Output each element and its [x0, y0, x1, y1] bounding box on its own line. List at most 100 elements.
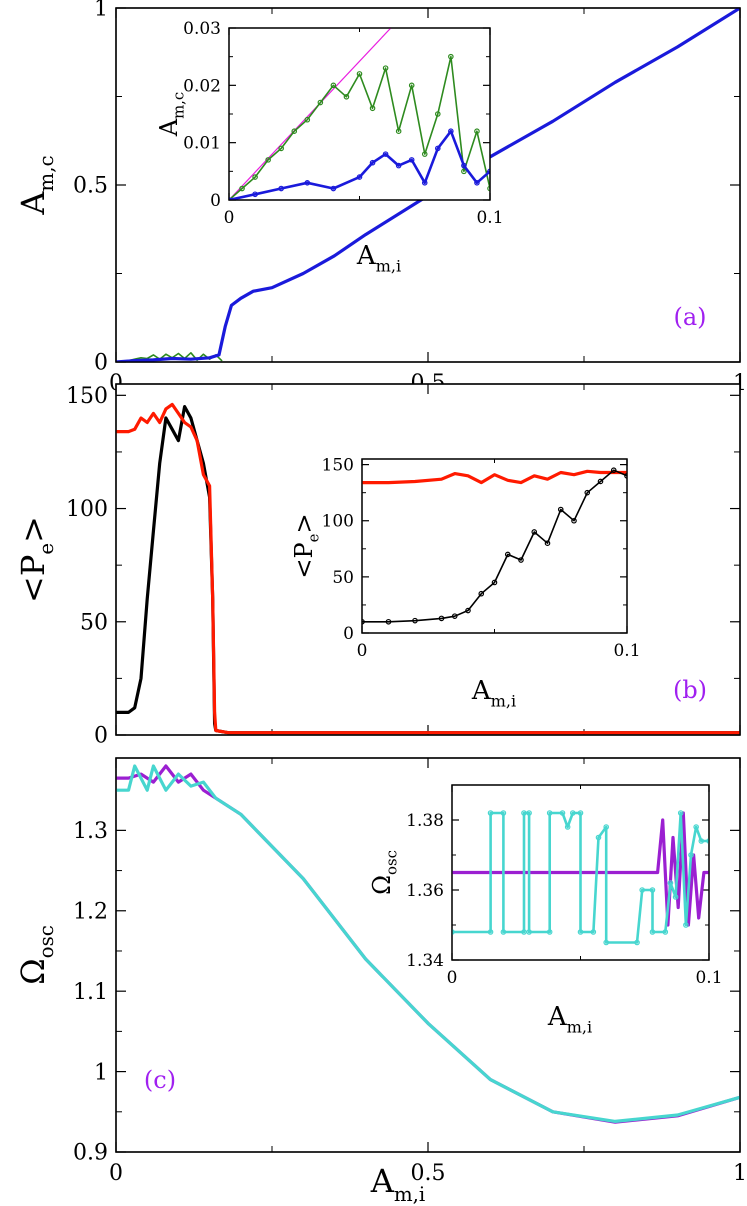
inset-c-point-cyan: [500, 929, 507, 935]
panel-c-xlabel-main: A: [370, 1162, 395, 1200]
inset-c-ylabel-sub: osc: [383, 850, 401, 875]
inset-a-point-green: [369, 105, 376, 112]
panel-a-ylabel-main: A: [14, 191, 52, 216]
inset-c-frame-top: [451, 784, 710, 961]
inset-a-ylabel: Am,c: [155, 92, 188, 138]
inset-b-point-black: [504, 551, 511, 558]
inset-a-point-green: [330, 82, 337, 89]
inset-c-point-cyan: [662, 929, 669, 935]
panel-c-xlabel: Am,i: [370, 1162, 426, 1206]
inset-c-point-cyan: [546, 810, 553, 816]
panel-b-ylabel-main: <P: [14, 555, 52, 603]
inset-b-ylabel-sub: e: [305, 533, 323, 542]
inset-b-xlabel-main: A: [471, 676, 492, 706]
inset-b-ytick-label: 0: [343, 624, 354, 644]
inset-c-point-cyan: [546, 929, 553, 935]
inset-a-point-blue: [356, 174, 363, 180]
inset-a-xlabel-sub: m,i: [376, 256, 402, 275]
inset-c-ytick-label: 1.34: [406, 951, 444, 971]
inset-c-point-cyan: [559, 810, 566, 816]
inset-b-ytick-label: 150: [322, 456, 354, 476]
inset-b-point-black: [571, 517, 577, 524]
inset-a-point-green: [278, 145, 285, 152]
panel-b-ytick-label: 100: [66, 497, 108, 522]
inset-b-xtick-label: 0.1: [613, 641, 640, 661]
inset-b-point-black: [584, 489, 591, 496]
panel-a-ytick-label: 0.5: [73, 174, 108, 199]
panel-c-xtick-label: 0.5: [411, 1161, 446, 1186]
inset-b-point-black: [385, 618, 392, 625]
inset-b-series-black: [362, 469, 627, 623]
inset-b-point-black: [557, 506, 564, 513]
panel-c-ytick-label: 1.3: [73, 819, 108, 844]
inset-c-point-cyan: [452, 929, 455, 935]
inset-c-point-cyan: [590, 929, 597, 935]
inset-c-xlabel: Am,i: [547, 1002, 592, 1036]
inset-a-xtick-label: 0.1: [476, 208, 503, 228]
inset-a-point-blue: [421, 180, 428, 186]
inset-a-point-green: [356, 71, 363, 77]
inset-a-xlabel: Am,i: [356, 241, 401, 275]
inset-b-point-black: [491, 579, 498, 586]
inset-c-point-cyan: [521, 929, 527, 935]
inset-c-point-cyan: [577, 810, 584, 816]
inset-a-ytick-label: 0: [210, 191, 221, 211]
inset-a-point-blue: [278, 185, 285, 192]
panel-b-ylabel-tail: >: [14, 516, 52, 543]
inset-c-ytick-label: 1.38: [406, 811, 444, 831]
inset-c-series-group: [452, 810, 709, 946]
panel-c-tag: (c): [144, 1066, 176, 1094]
inset-b-point-black: [531, 529, 538, 535]
panel-b-ylabel-sub: e: [35, 543, 58, 555]
inset-a-point-green: [408, 82, 415, 89]
inset-a-point-blue: [434, 145, 441, 152]
inset-a-point-green: [343, 94, 350, 100]
inset-a-ylabel-main: A: [155, 118, 183, 137]
inset-b-point-black: [518, 557, 524, 563]
inset-b-point-black: [412, 617, 418, 624]
inset-c-point-cyan: [487, 929, 494, 935]
inset-a-point-blue: [461, 162, 467, 169]
inset-a-point-green: [461, 168, 467, 175]
inset-a-point-green: [265, 157, 271, 163]
inset-b-xtick-label: 0: [357, 641, 368, 661]
panel-c-ylabel-main: Ω: [14, 958, 52, 985]
inset-a-point-blue: [369, 159, 376, 166]
panel-c-frame-top: [115, 757, 741, 1153]
inset-a-ytick-label: 0.01: [183, 134, 221, 154]
inset-a-ylabel-sub: m,c: [170, 92, 188, 119]
inset-a-point-green: [317, 99, 324, 106]
inset-c-point-cyan: [683, 922, 689, 928]
inset-c-point-cyan: [667, 880, 674, 886]
panel-a-series-group: [116, 8, 740, 362]
panel-b-series-red: [116, 402, 740, 735]
inset-a-point-green: [239, 185, 245, 192]
inset-c-point-cyan: [603, 939, 610, 946]
inset-c-point-cyan: [526, 810, 532, 816]
inset-b-point-black: [465, 607, 471, 614]
panel-c-ytick-label: 1.1: [73, 980, 108, 1005]
inset-a-ytick-label: 0.03: [183, 19, 221, 39]
inset-c-point-cyan: [693, 824, 699, 830]
inset-a-series-green: [229, 55, 490, 200]
inset-b-point-black: [544, 540, 551, 546]
panel-a-frame-top: [115, 7, 741, 363]
inset-a-point-green: [474, 128, 480, 135]
inset-a-point-green: [395, 128, 402, 135]
inset-a-point-green: [291, 128, 298, 135]
panel-a-ylabel: Am,c: [14, 155, 58, 215]
inset-a-point-green: [304, 116, 311, 123]
inset-c-series-cyan: [452, 811, 709, 944]
inset-b-series-red: [362, 469, 627, 485]
panel-c-ylabel-sub: osc: [35, 925, 58, 958]
inset-c-point-cyan: [688, 852, 694, 858]
inset-b-point-black: [610, 467, 617, 474]
inset-b-frame-top: [361, 458, 628, 634]
inset-a-point-blue: [252, 191, 258, 198]
inset-c-point-cyan: [672, 894, 679, 900]
panel-a-ytick-label: 0: [94, 351, 108, 376]
